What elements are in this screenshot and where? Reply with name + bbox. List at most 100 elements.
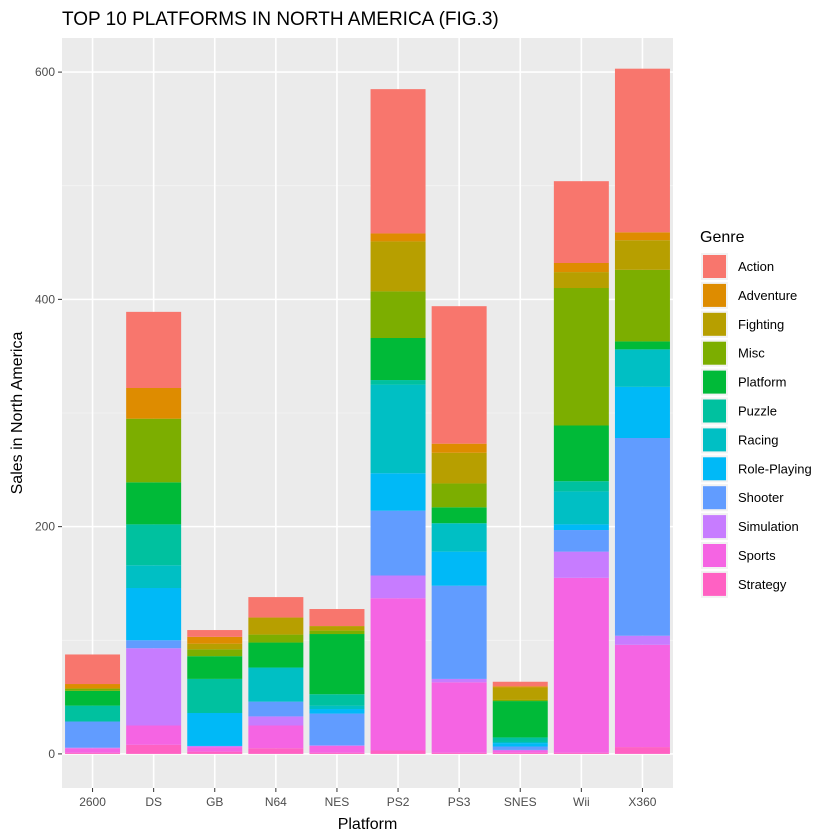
bar-segment-platform: [553, 425, 609, 482]
x-tick-label: DS: [145, 795, 162, 809]
bar-stack-PS3: [431, 306, 487, 754]
bar-segment-simulation: [553, 551, 609, 578]
legend-swatch-fighting: [703, 312, 726, 336]
bar-segment-sports: [370, 598, 426, 751]
bar-segment-strategy: [431, 752, 487, 754]
bar-segment-simulation: [126, 648, 182, 726]
legend-label: Strategy: [738, 577, 787, 592]
bar-segment-adventure: [126, 388, 182, 419]
bar-segment-puzzle: [553, 481, 609, 492]
bar-segment-sports: [492, 750, 548, 753]
bar-segment-sports: [614, 644, 670, 748]
bar-segment-misc: [187, 649, 243, 657]
bar-segment-misc: [614, 269, 670, 342]
bar-segment-racing: [431, 523, 487, 552]
legend-label: Role-Playing: [738, 461, 812, 476]
bar-segment-racing: [309, 705, 365, 710]
bar-segment-simulation: [187, 745, 243, 748]
bar-segment-puzzle: [309, 694, 365, 706]
bar-segment-adventure: [553, 263, 609, 273]
bar-segment-misc: [248, 634, 304, 643]
bar-stack-GB: [187, 630, 243, 754]
bar-segment-fighting: [492, 687, 548, 700]
bar-segment-role-playing: [492, 743, 548, 747]
bar-segment-simulation: [431, 678, 487, 683]
bar-segment-racing: [553, 491, 609, 525]
y-axis-title: Sales in North America: [9, 332, 26, 495]
bar-segment-adventure: [370, 233, 426, 242]
x-tick-label: NES: [325, 795, 350, 809]
bar-segment-strategy: [492, 752, 548, 754]
bar-segment-sports: [431, 682, 487, 753]
bar-segment-platform: [492, 701, 548, 738]
bar-segment-platform: [126, 482, 182, 525]
bar-segment-shooter: [309, 713, 365, 746]
bar-segment-strategy: [370, 750, 426, 754]
bar-segment-misc: [553, 288, 609, 426]
bar-segment-fighting: [248, 617, 304, 635]
bar-segment-shooter: [492, 746, 548, 750]
bar-segment-action: [65, 654, 121, 685]
bar-segment-racing: [126, 565, 182, 588]
bar-segment-puzzle: [370, 380, 426, 385]
bar-stack-X360: [614, 68, 670, 754]
legend-swatch-platform: [703, 370, 726, 394]
bar-segment-adventure: [187, 636, 243, 644]
bar-segment-adventure: [614, 232, 670, 241]
bar-segment-platform: [309, 634, 365, 695]
legend-swatch-role-playing: [703, 457, 726, 481]
bar-segment-adventure: [65, 684, 121, 689]
bar-segment-adventure: [431, 443, 487, 453]
bar-segment-role-playing: [370, 473, 426, 511]
legend-label: Misc: [738, 346, 765, 361]
legend: Genre Action Adventure Fighting Misc Platfor…: [700, 229, 812, 598]
bar-segment-strategy: [248, 748, 304, 754]
bar-segment-action: [370, 89, 426, 234]
chart-title: TOP 10 PLATFORMS IN NORTH AMERICA (FIG.3…: [62, 9, 499, 30]
bar-segment-simulation: [248, 716, 304, 726]
bar-segment-racing: [370, 384, 426, 474]
bar-segment-fighting: [614, 240, 670, 270]
bar-stacks: [65, 68, 670, 754]
legend-label: Platform: [738, 375, 786, 390]
bar-segment-action: [492, 681, 548, 687]
bar-segment-misc: [492, 699, 548, 702]
x-tick-label: 2600: [79, 795, 106, 809]
x-tick-label: PS2: [387, 795, 410, 809]
bar-segment-shooter: [126, 640, 182, 649]
bar-stack-PS2: [370, 89, 426, 754]
bar-segment-strategy: [614, 747, 670, 754]
legend-swatch-adventure: [703, 283, 726, 307]
x-tick-label: Wii: [573, 795, 590, 809]
legend-label: Racing: [738, 432, 778, 447]
legend-swatch-strategy: [703, 572, 726, 596]
bar-segment-simulation: [614, 635, 670, 645]
bar-segment-strategy: [553, 752, 609, 754]
bar-stack-SNES: [492, 681, 548, 754]
legend-swatch-puzzle: [703, 399, 726, 423]
bar-stack-Wii: [553, 181, 609, 754]
bar-segment-strategy: [65, 752, 121, 754]
bar-segment-strategy: [187, 751, 243, 754]
bar-segment-shooter: [370, 510, 426, 576]
bar-segment-strategy: [309, 752, 365, 754]
bar-segment-sports: [248, 725, 304, 749]
bar-segment-shooter: [431, 585, 487, 679]
legend-swatch-racing: [703, 428, 726, 452]
bar-segment-simulation: [492, 749, 548, 751]
bar-segment-fighting: [309, 626, 365, 631]
bar-segment-role-playing: [431, 551, 487, 586]
bar-segment-fighting: [187, 643, 243, 650]
bar-segment-platform: [65, 690, 121, 706]
bar-segment-role-playing: [309, 709, 365, 714]
bar-segment-fighting: [370, 241, 426, 292]
x-tick-label: N64: [265, 795, 287, 809]
bar-segment-puzzle: [492, 737, 548, 742]
y-tick-label: 600: [35, 65, 55, 79]
bar-segment-action: [431, 306, 487, 444]
bar-segment-action: [553, 181, 609, 263]
bar-segment-misc: [370, 291, 426, 338]
legend-label: Sports: [738, 548, 776, 563]
legend-swatch-shooter: [703, 486, 726, 510]
